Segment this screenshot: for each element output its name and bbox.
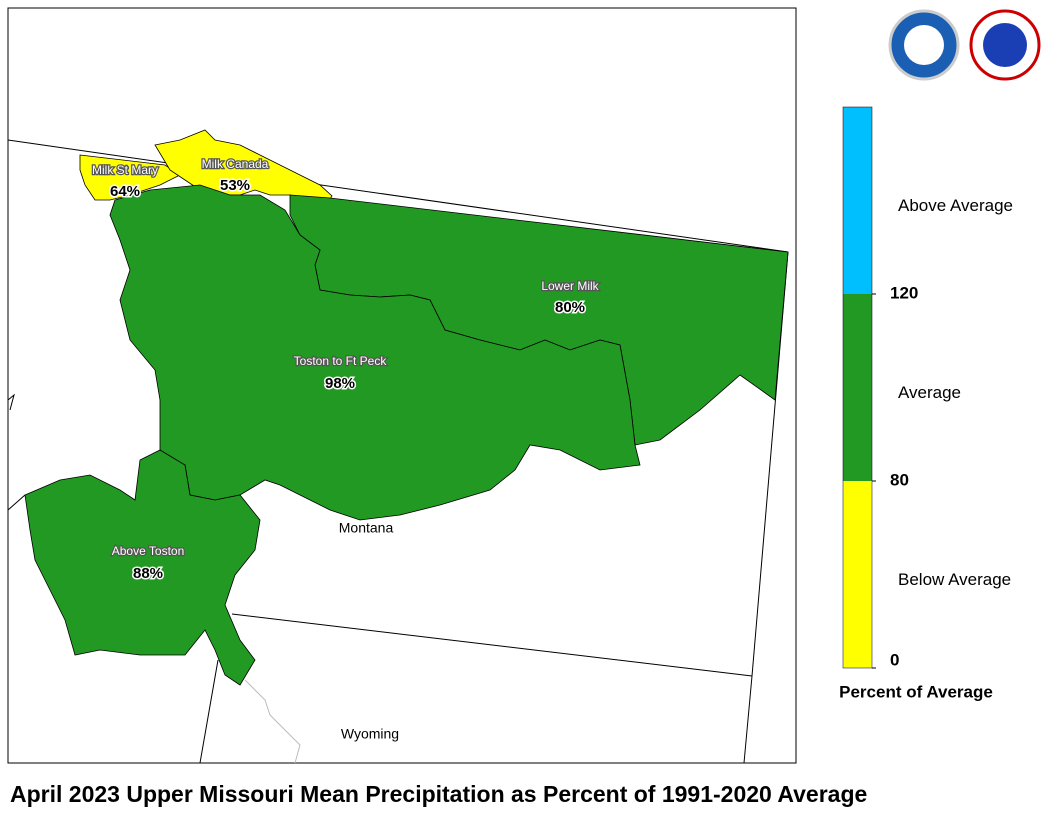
basin-value: 53% [220,177,250,194]
basin [24,449,261,686]
wyoming-north-border [231,613,753,677]
canada-border [7,139,789,253]
nws-logo-inner [983,23,1027,67]
basin-name: Lower Milk [541,279,599,293]
legend-swatch [843,481,872,668]
logos [888,9,1041,81]
wyoming-west-border [199,659,219,764]
legend-label: Below Average [898,570,1011,589]
river [244,679,301,764]
basin-labels: Milk St Mary 64% Milk Canada 53% Lower Milk 8… [91,156,601,584]
legend-label: Above Average [898,196,1013,215]
legend-tick-label: 0 [890,650,899,669]
legend-outline [842,106,873,669]
dakota-border [743,675,753,764]
title: April 2023 Upper Missouri Mean Precipita… [10,781,867,807]
basins [24,129,789,686]
basin-name: Above Toston [112,544,185,558]
basin-value: 98% [325,375,355,392]
legend-label: Average [898,383,961,402]
legend-tick-label: 120 [890,283,918,302]
legend-tick-label: 80 [890,470,909,489]
basin-value: 64% [110,183,140,200]
basin-value: 88% [133,565,163,582]
state-label: Montana [339,520,394,536]
legend-swatch [843,294,872,481]
idaho-border [7,393,15,411]
basin-value: 80% [555,299,585,316]
legend-swatch [843,107,872,294]
noaa-logo-inner [904,25,944,65]
legend-title: Percent of Average [839,682,993,701]
idaho-border [7,494,26,511]
basin-name: Milk St Mary [92,163,158,177]
basin-name: Milk Canada [202,157,269,171]
legend: Above Average Average Below Average 120 80 0 P… [839,106,1013,701]
state-label: Wyoming [341,726,399,742]
basin-name: Toston to Ft Peck [294,354,388,368]
